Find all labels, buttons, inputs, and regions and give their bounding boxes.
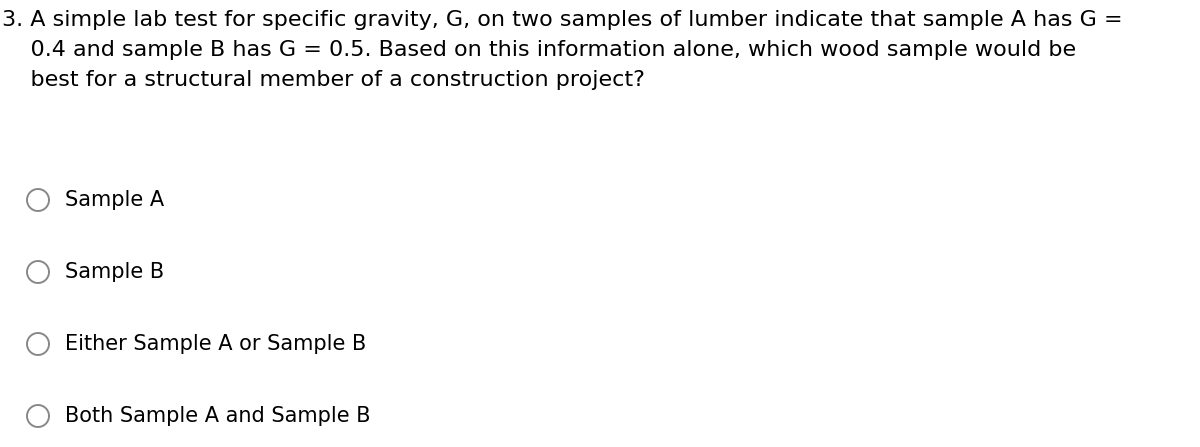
Text: Either Sample A or Sample B: Either Sample A or Sample B	[65, 334, 366, 354]
Text: best for a structural member of a construction project?: best for a structural member of a constr…	[2, 70, 644, 90]
Ellipse shape	[28, 189, 49, 211]
Text: 3. A simple lab test for specific gravity, G, on two samples of lumber indicate : 3. A simple lab test for specific gravit…	[2, 10, 1123, 30]
Text: Both Sample A and Sample B: Both Sample A and Sample B	[65, 406, 371, 426]
Ellipse shape	[28, 261, 49, 283]
Text: 0.4 and sample B has G = 0.5. Based on this information alone, which wood sample: 0.4 and sample B has G = 0.5. Based on t…	[2, 40, 1076, 60]
Text: Sample A: Sample A	[65, 190, 164, 210]
Text: Sample B: Sample B	[65, 262, 164, 282]
Ellipse shape	[28, 333, 49, 355]
Ellipse shape	[28, 405, 49, 427]
